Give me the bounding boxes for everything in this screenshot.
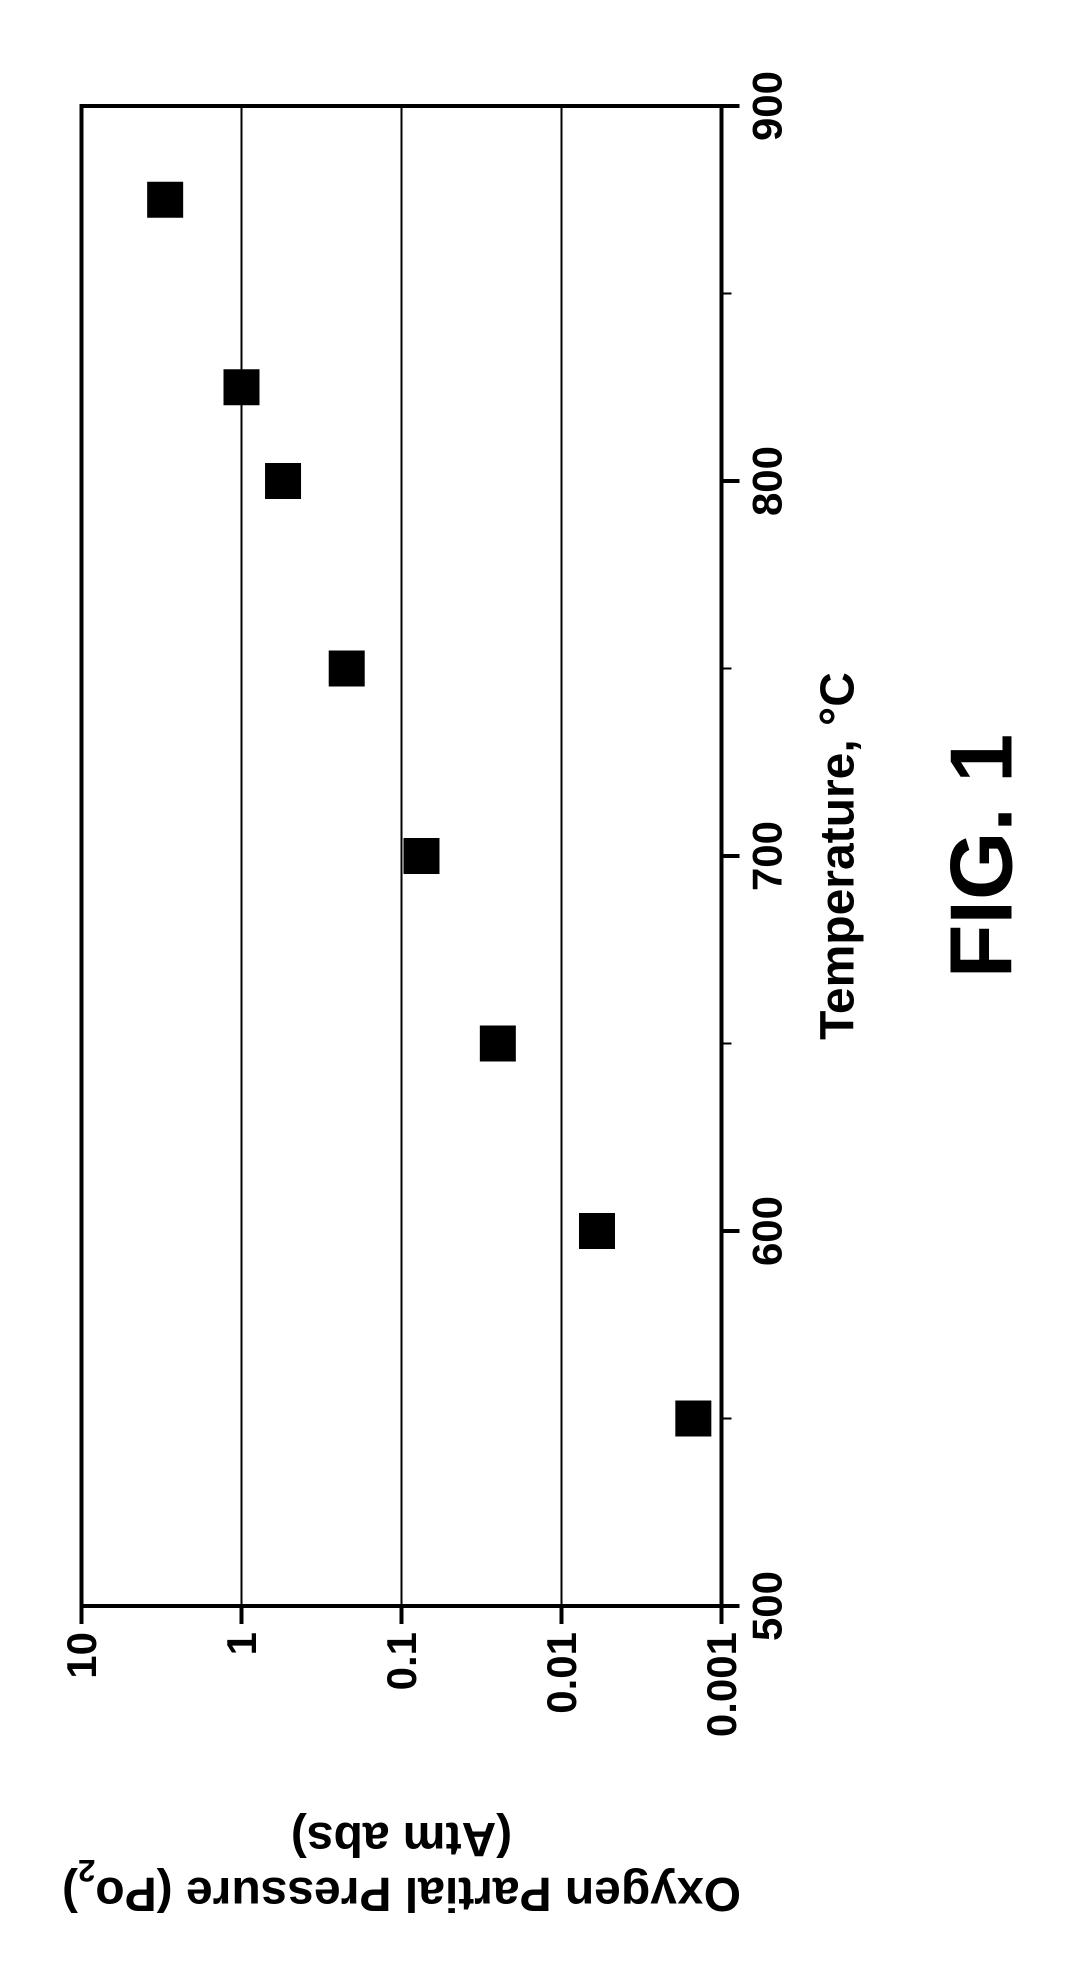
y-tick-label: 0.1 xyxy=(378,1632,425,1690)
y-tick-label: 10 xyxy=(58,1632,105,1679)
x-tick-label: 800 xyxy=(743,445,790,515)
data-point xyxy=(578,1213,614,1249)
data-point xyxy=(328,650,364,686)
chart-container: 500 600 700 800 900 0.001 0.01 0.1 1 10 Temperatur… xyxy=(41,46,1046,1926)
x-tick-label: 900 xyxy=(743,70,790,140)
x-tick-label: 700 xyxy=(743,820,790,890)
data-point xyxy=(403,838,439,874)
x-axis-label: Temperature, °C xyxy=(811,672,864,1040)
data-point xyxy=(223,369,259,405)
page: 500 600 700 800 900 0.001 0.01 0.1 1 10 Temperatur… xyxy=(0,0,1087,1971)
data-point xyxy=(265,463,301,499)
y-tick-label: 1 xyxy=(218,1632,265,1655)
data-point xyxy=(479,1025,515,1061)
x-tick-label: 500 xyxy=(743,1570,790,1640)
figure-caption: FIG. 1 xyxy=(931,733,1030,978)
data-point xyxy=(147,181,183,217)
y-tick-label: 0.01 xyxy=(538,1632,585,1714)
scatter-chart: 500 600 700 800 900 0.001 0.01 0.1 1 10 Temperatur… xyxy=(41,46,1041,1926)
y-tick-label: 0.001 xyxy=(698,1632,745,1737)
data-point xyxy=(675,1400,711,1436)
x-tick-label: 600 xyxy=(743,1195,790,1265)
